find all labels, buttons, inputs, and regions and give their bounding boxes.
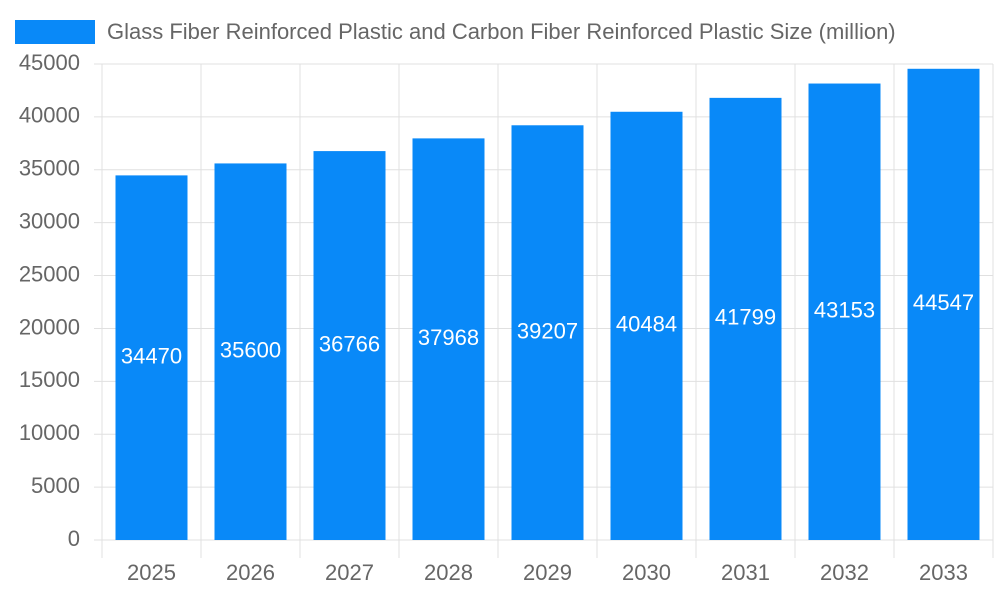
data-label: 36766 [319,331,380,356]
x-tick-label: 2028 [424,560,473,585]
data-label: 37968 [418,325,479,350]
data-label: 39207 [517,318,578,343]
data-label: 43153 [814,298,875,323]
data-label: 34470 [121,344,182,369]
y-tick-label: 45000 [19,50,80,75]
legend-swatch [15,20,95,44]
y-tick-label: 25000 [19,261,80,286]
x-tick-label: 2032 [820,560,869,585]
bar [115,175,188,540]
bar [511,125,584,540]
data-label: 35600 [220,338,281,363]
bar [214,163,287,541]
bar [313,151,386,541]
data-label: 40484 [616,312,677,337]
x-tick-label: 2033 [919,560,968,585]
y-tick-label: 40000 [19,103,80,128]
x-tick-label: 2026 [226,560,275,585]
x-tick-label: 2029 [523,560,572,585]
y-tick-label: 35000 [19,156,80,181]
x-tick-label: 2030 [622,560,671,585]
x-tick-label: 2031 [721,560,770,585]
y-tick-label: 5000 [31,473,80,498]
y-tick-label: 30000 [19,208,80,233]
y-tick-label: 0 [68,526,80,551]
bar [610,111,683,541]
bar [709,97,782,540]
y-tick-label: 20000 [19,314,80,339]
legend-label: Glass Fiber Reinforced Plastic and Carbo… [107,19,896,44]
data-label: 44547 [913,290,974,315]
x-tick-label: 2025 [127,560,176,585]
y-tick-label: 10000 [19,420,80,445]
y-tick-label: 15000 [19,367,80,392]
bar [808,83,881,540]
bar [412,138,485,540]
x-tick-label: 2027 [325,560,374,585]
bar [907,68,980,540]
data-label: 41799 [715,305,776,330]
